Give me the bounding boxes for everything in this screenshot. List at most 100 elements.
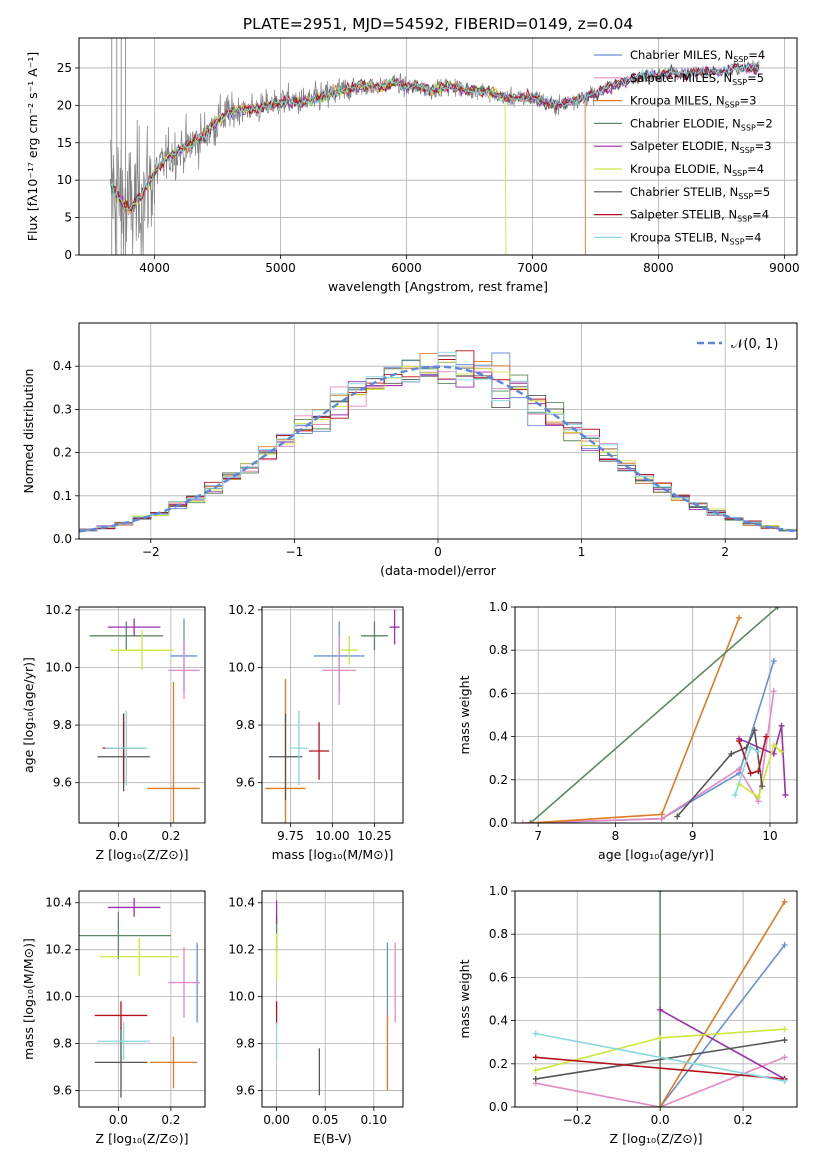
y-tick-label: 0.4 <box>489 1014 508 1028</box>
weight-marker <box>657 1006 664 1013</box>
error-bar-point <box>147 681 200 823</box>
error-bar-point <box>105 710 148 786</box>
error-bar-point <box>107 898 161 917</box>
panel-age-vs-Z: 0.0 0.2 9.6 9.8 10.0 10.2 Z [log₁₀(Z/Z⊙)] age [… <box>21 603 206 862</box>
y-tick-label: 25 <box>57 61 72 75</box>
error-bar-point <box>361 621 388 651</box>
y-tick-label: 10.2 <box>45 603 72 617</box>
y-tick-label: 0.0 <box>489 816 508 830</box>
axes-frame <box>261 890 404 1108</box>
y-axis-label: mass weight <box>457 675 472 754</box>
y-tick-label: 10.4 <box>45 896 72 910</box>
y-axis-label: Flux [fλ10⁻¹⁷ erg cm⁻² s⁻¹ A⁻¹] <box>25 52 40 241</box>
panel-weight-vs-age: 7 8 9 10 0.0 0.2 0.4 0.6 0.8 1.0 age [log₁₀(age/yr… <box>457 600 798 862</box>
y-tick-label: 10.2 <box>228 603 255 617</box>
x-tick-label: 0.0 <box>109 829 128 843</box>
x-tick-label: 10 <box>762 829 777 843</box>
axes-frame <box>514 606 798 824</box>
panel-mass-vs-Z: 0.0 0.2 9.6 9.8 10.0 10.2 10.4 Z [log₁₀(Z/Z⊙)] m… <box>21 890 206 1146</box>
weight-marker <box>759 783 766 790</box>
axes-frame <box>78 37 798 256</box>
weight-marker <box>736 737 743 744</box>
plot-area <box>110 38 760 255</box>
x-tick-label: 0.05 <box>312 1113 339 1127</box>
x-tick-label: 0.00 <box>263 1113 290 1127</box>
weight-marker <box>736 614 743 621</box>
y-axis-label: mass [log₁₀(M/M⊙)] <box>21 938 36 1060</box>
y-tick-label: 9.6 <box>236 776 255 790</box>
y-tick-label: 5 <box>64 211 72 225</box>
weight-marker <box>532 1075 539 1082</box>
y-tick-label: 9.6 <box>53 776 72 790</box>
axes-frame <box>78 606 206 824</box>
x-tick-label: 5000 <box>265 261 296 275</box>
y-tick-label: 20 <box>57 98 72 112</box>
x-tick-label: 0.0 <box>651 1113 670 1127</box>
x-tick-label: 2 <box>721 545 729 559</box>
legend-label: 𝒩(0, 1) <box>731 337 778 352</box>
error-bar-point <box>94 1001 148 1030</box>
spectrum-model-line <box>110 80 586 255</box>
plot-area <box>532 891 788 1107</box>
legend-label: Salpeter STELIB, NSSP=4 <box>630 208 769 224</box>
panel-mass-vs-ebv: 0.00 0.05 0.10 9.6 9.8 10.0 10.2 10.4 E(B-V) <box>228 890 404 1146</box>
weight-marker <box>532 1067 539 1074</box>
x-tick-label: 9000 <box>769 261 800 275</box>
spectrum-model-line <box>110 78 507 255</box>
error-bar-point <box>389 609 400 645</box>
weight-series-line <box>535 1032 785 1082</box>
spectrum-model-line <box>110 63 760 214</box>
x-tick-label: 0.2 <box>734 1113 753 1127</box>
y-tick-label: 0.2 <box>489 1057 508 1071</box>
y-tick-label: 1.0 <box>489 884 508 898</box>
plot-area <box>79 898 200 1098</box>
error-bar-point <box>100 937 179 976</box>
x-tick-label: 0.2 <box>161 1113 180 1127</box>
x-tick-label: 10.25 <box>357 829 391 843</box>
legend-label: Chabrier MILES, NSSP=4 <box>630 48 765 64</box>
legend-label: Kroupa ELODIE, NSSP=4 <box>630 162 764 178</box>
axes-frame <box>78 890 206 1108</box>
weight-marker <box>778 722 785 729</box>
y-tick-label: 0.2 <box>489 773 508 787</box>
y-tick-label: 9.8 <box>236 1037 255 1051</box>
error-bar-point <box>168 641 200 700</box>
error-bar-point <box>149 1036 198 1089</box>
plot-area <box>275 900 396 1096</box>
x-axis-label: Z [log₁₀(Z/Z⊙)] <box>96 847 189 862</box>
normal-curve <box>79 365 797 533</box>
x-axis-label: wavelength [Angstrom, rest frame] <box>328 279 548 294</box>
weight-series-line <box>738 736 767 775</box>
weight-series-line <box>535 1056 785 1080</box>
y-tick-label: 0.4 <box>489 730 508 744</box>
weight-marker <box>782 791 789 798</box>
error-bar-point <box>107 618 161 636</box>
x-tick-label: 8000 <box>643 261 674 275</box>
panel-age-vs-mass: 9.75 10.00 10.25 9.6 9.8 10.0 10.2 mass [log₁₀(… <box>228 603 404 862</box>
weight-marker <box>657 1104 664 1107</box>
legend-label: Salpeter ELODIE, NSSP=3 <box>630 139 772 155</box>
panel-spectrum: 4000 5000 6000 7000 8000 9000 0 5 10 15 20 25 wavele… <box>25 37 800 294</box>
weight-marker <box>770 742 777 749</box>
weight-marker <box>747 744 754 751</box>
weight-marker <box>732 791 739 798</box>
weight-marker <box>532 1030 539 1037</box>
y-tick-label: 0.2 <box>53 446 72 460</box>
legend-label: Chabrier ELODIE, NSSP=2 <box>630 116 773 132</box>
x-tick-label: −0.2 <box>563 1113 592 1127</box>
spectrum-legend: Chabrier MILES, NSSP=4 Salpeter MILES, NS… <box>594 48 773 246</box>
x-tick-label: 4000 <box>139 261 170 275</box>
weight-marker <box>755 748 762 755</box>
weight-marker <box>763 733 770 740</box>
plot-area <box>79 350 797 539</box>
legend-label: Kroupa MILES, NSSP=3 <box>630 94 756 110</box>
y-tick-label: 0.8 <box>489 927 508 941</box>
x-tick-label: 0 <box>434 545 442 559</box>
figure-title: PLATE=2951, MJD=54592, FIBERID=0149, z=0… <box>243 15 633 33</box>
y-tick-label: 0.6 <box>489 686 508 700</box>
panel-weight-vs-Z: −0.2 0.0 0.2 0.0 0.2 0.4 0.6 0.8 1.0 Z [log₁₀(Z/Z… <box>457 884 798 1146</box>
spectrum-model-line <box>110 61 760 211</box>
error-bar-point <box>110 630 174 671</box>
x-tick-label: −2 <box>142 545 160 559</box>
weight-marker <box>755 768 762 775</box>
